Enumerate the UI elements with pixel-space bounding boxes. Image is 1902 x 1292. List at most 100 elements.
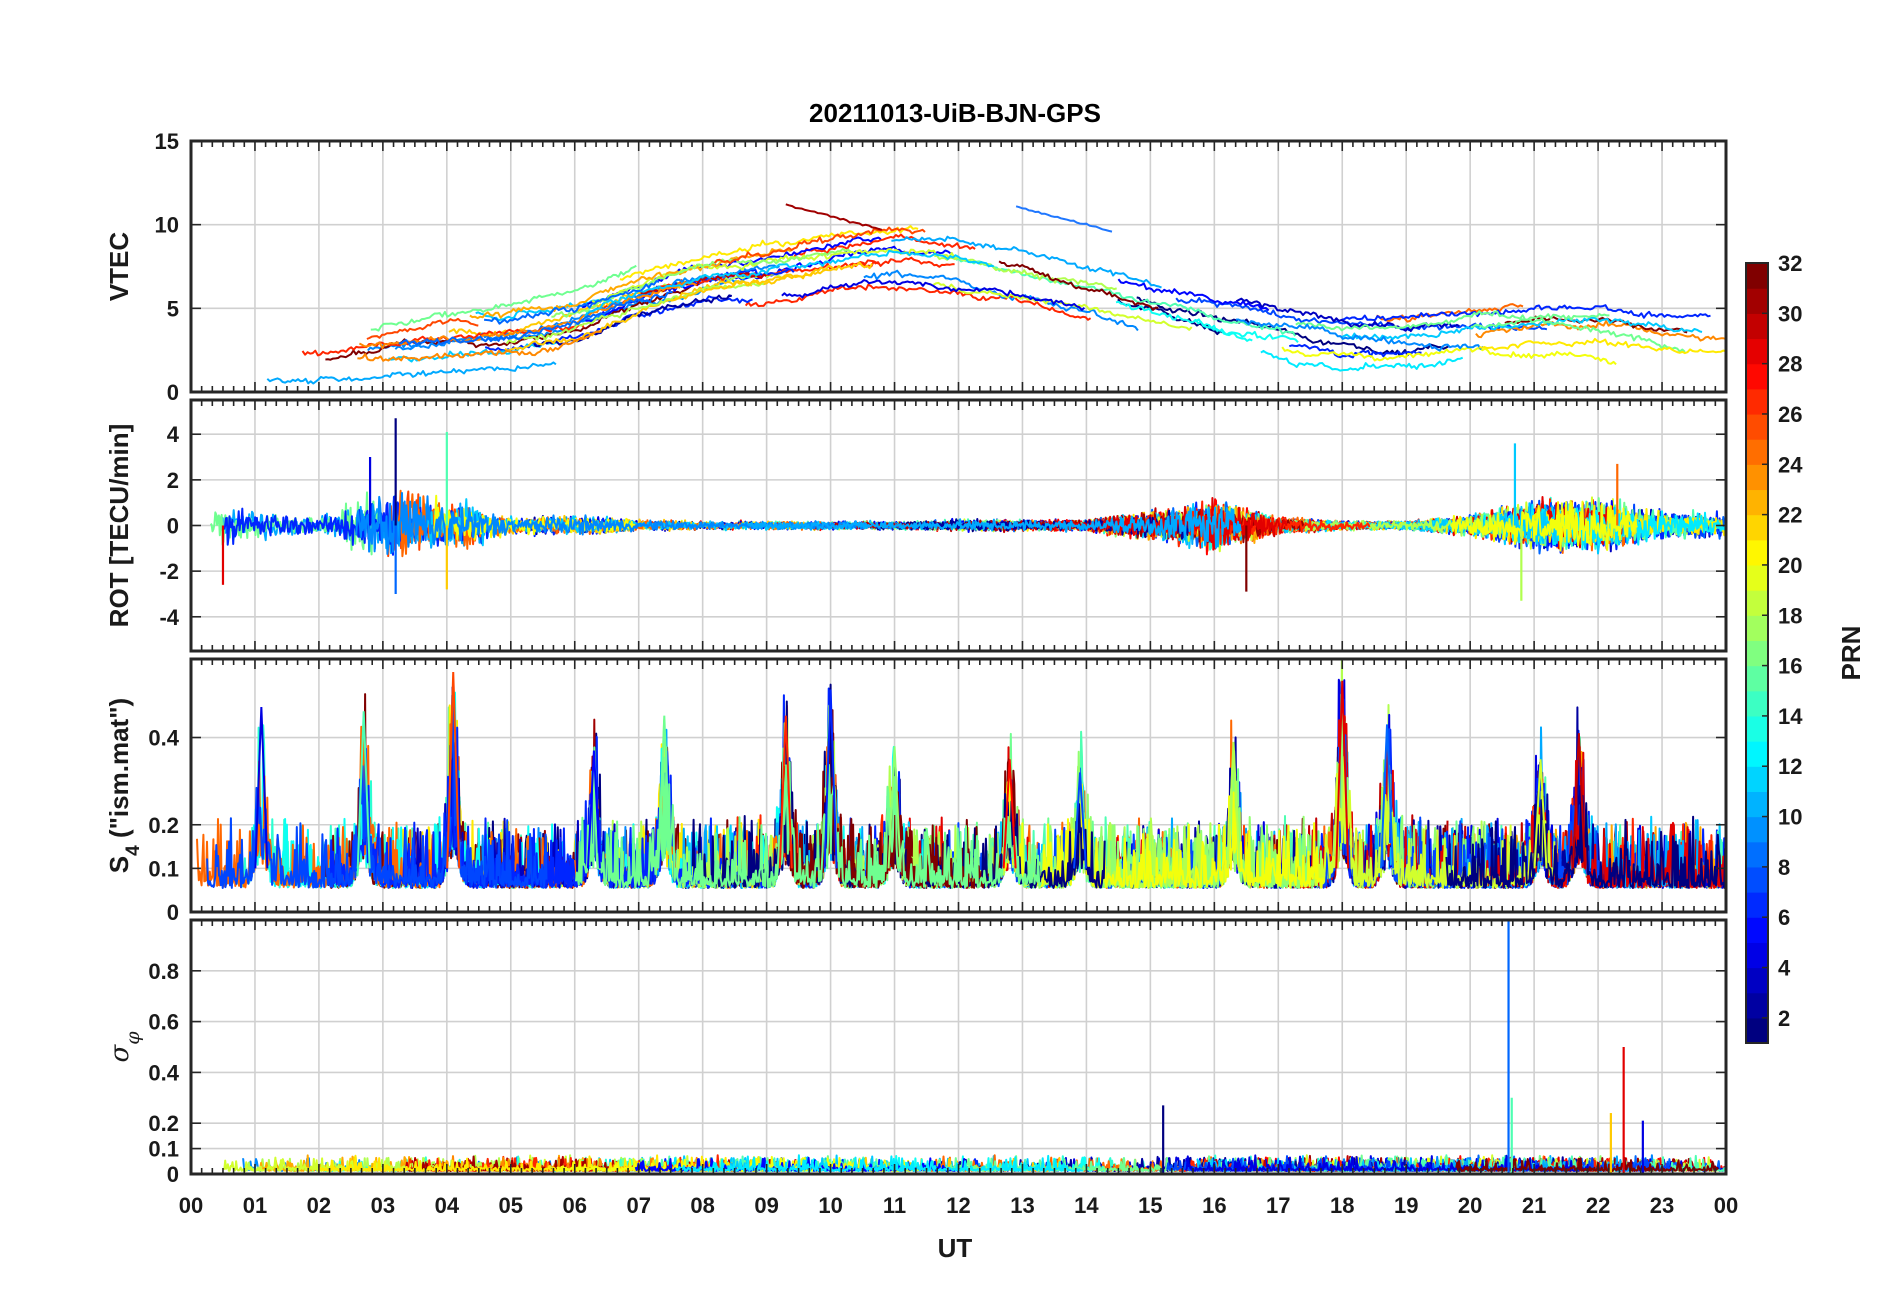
prn-trace bbox=[998, 260, 1159, 311]
colorbar-swatch bbox=[1746, 866, 1768, 893]
chart-title: 20211013-UiB-BJN-GPS bbox=[809, 98, 1101, 128]
prn-trace bbox=[370, 264, 637, 332]
axes: 0 0.1 0.2 0.4 bbox=[148, 657, 1728, 925]
y-tick-label: 0.1 bbox=[148, 856, 179, 881]
colorbar-swatch bbox=[1746, 892, 1768, 918]
axes: -4 -2 0 2 4 bbox=[159, 398, 1728, 653]
burst-peak bbox=[778, 715, 793, 869]
colorbar-swatch bbox=[1746, 917, 1768, 943]
burst-peak bbox=[657, 715, 672, 869]
x-tick-label: 23 bbox=[1650, 1193, 1674, 1218]
prn-trace bbox=[1479, 337, 1726, 355]
burst-peak bbox=[1073, 772, 1088, 869]
y-tick-label: 0.4 bbox=[148, 726, 179, 751]
colorbar-tick-label: 6 bbox=[1778, 905, 1790, 930]
x-tick-label: 05 bbox=[499, 1193, 523, 1218]
colorbar-swatch bbox=[1746, 690, 1768, 717]
traces bbox=[266, 203, 1726, 385]
colorbar-swatch bbox=[1746, 564, 1768, 591]
y-axis-label: S4 ("ism.mat") bbox=[104, 698, 144, 873]
colorbar-tick-label: 26 bbox=[1778, 402, 1802, 427]
prn-trace bbox=[747, 506, 1242, 549]
x-axis-label: UT bbox=[938, 1233, 973, 1263]
x-tick-label: 12 bbox=[946, 1193, 970, 1218]
colorbar-tick-label: 22 bbox=[1778, 503, 1802, 528]
prn-trace bbox=[584, 249, 995, 318]
burst-peak bbox=[254, 706, 269, 869]
x-tick-label: 15 bbox=[1138, 1193, 1162, 1218]
colorbar-swatch bbox=[1746, 640, 1768, 667]
panel-sigphi: 00.10.2 0.4 0.6 0.8 σφ bbox=[105, 918, 1728, 1187]
colorbar-tick-label: 10 bbox=[1778, 805, 1802, 830]
colorbar-tick-label: 4 bbox=[1778, 956, 1791, 981]
prn-trace bbox=[206, 694, 548, 889]
colorbar-swatch bbox=[1746, 1017, 1768, 1044]
prn-trace bbox=[1001, 768, 1325, 889]
y-tick-label: 0 bbox=[167, 1162, 179, 1187]
prn-trace bbox=[1115, 300, 1253, 342]
burst-peak bbox=[1533, 759, 1548, 869]
colorbar-swatch bbox=[1746, 741, 1768, 767]
x-tick-label: 13 bbox=[1010, 1193, 1034, 1218]
y-tick-label: 0.8 bbox=[148, 959, 179, 984]
colorbar-swatch bbox=[1746, 338, 1768, 365]
prn-trace bbox=[1117, 278, 1270, 312]
colorbar-swatch bbox=[1746, 288, 1768, 314]
panel-vtec: 0 5 10 15 VTEC bbox=[104, 129, 1728, 405]
colorbar-swatch bbox=[1746, 439, 1768, 465]
x-tick-label: 18 bbox=[1330, 1193, 1354, 1218]
colorbar-tick-label: 28 bbox=[1778, 352, 1802, 377]
prn-trace bbox=[591, 248, 958, 305]
y-tick-label: -2 bbox=[159, 559, 179, 584]
x-tick-label: 06 bbox=[563, 1193, 587, 1218]
y-axis-label: VTEC bbox=[104, 232, 134, 302]
colorbar-swatch bbox=[1746, 590, 1768, 616]
traces bbox=[196, 659, 1726, 889]
y-axis-label: ROT [TECU/min] bbox=[104, 424, 134, 628]
burst-peak bbox=[1335, 680, 1350, 869]
burst-peak bbox=[1002, 759, 1017, 869]
x-tick-label: 17 bbox=[1266, 1193, 1290, 1218]
prn-trace bbox=[1235, 297, 1460, 333]
x-tick-label: 14 bbox=[1074, 1193, 1099, 1218]
prn-trace bbox=[325, 280, 697, 361]
axes: 0 5 10 15 bbox=[155, 129, 1728, 405]
prn-trace bbox=[891, 235, 1162, 289]
highlight-trace bbox=[785, 203, 883, 231]
x-tick-label: 10 bbox=[818, 1193, 842, 1218]
prn-trace bbox=[366, 317, 479, 340]
colorbar-swatch bbox=[1746, 967, 1768, 994]
colorbar-swatch bbox=[1746, 841, 1768, 868]
prn-trace bbox=[781, 279, 1086, 311]
prn-trace bbox=[1260, 349, 1464, 372]
x-tick-label: 08 bbox=[690, 1193, 714, 1218]
colorbar-swatch bbox=[1746, 942, 1768, 969]
colorbar-tick-label: 8 bbox=[1778, 855, 1790, 880]
x-tick-label: 11 bbox=[883, 1193, 906, 1218]
prn-trace bbox=[863, 269, 1139, 332]
grid bbox=[190, 920, 1727, 1175]
colorbar-swatch bbox=[1746, 363, 1768, 390]
prn-trace bbox=[1281, 346, 1617, 366]
colorbar-swatch bbox=[1746, 992, 1768, 1019]
x-tick-label: 01 bbox=[243, 1193, 267, 1218]
y-tick-label: 4 bbox=[167, 422, 180, 447]
prn-trace bbox=[849, 256, 955, 268]
burst-peak bbox=[887, 746, 902, 869]
burst-peak bbox=[446, 672, 461, 869]
prn-trace bbox=[1451, 499, 1638, 552]
y-tick-label: 2 bbox=[167, 468, 179, 493]
prn-trace bbox=[1470, 317, 1686, 353]
x-tick-label: 02 bbox=[307, 1193, 331, 1218]
panel-s4: 0 0.1 0.2 0.4S4 ("ism.mat") bbox=[104, 657, 1728, 925]
y-tick-label: 0 bbox=[167, 514, 179, 539]
prn-trace bbox=[1295, 310, 1610, 332]
burst-peak bbox=[1571, 733, 1586, 869]
colorbar-tick-label: 2 bbox=[1778, 1006, 1790, 1031]
colorbar-tick-label: 20 bbox=[1778, 553, 1802, 578]
colorbar-swatch bbox=[1746, 615, 1768, 642]
y-tick-label: 0.2 bbox=[148, 813, 179, 838]
y-tick-label: 0.1 bbox=[148, 1137, 179, 1162]
prn-trace bbox=[1475, 320, 1726, 342]
